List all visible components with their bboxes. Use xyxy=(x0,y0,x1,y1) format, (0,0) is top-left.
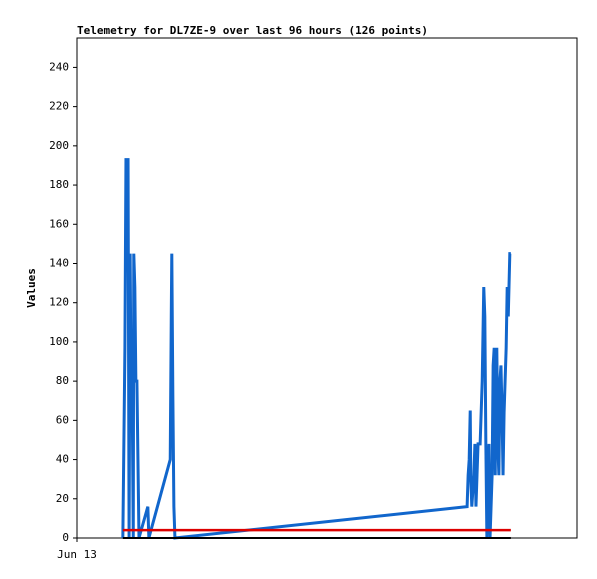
y-tick-label: 240 xyxy=(49,60,69,73)
y-tick-label: 40 xyxy=(56,453,69,466)
y-tick-label: 200 xyxy=(49,139,69,152)
y-tick-label: 20 xyxy=(56,492,69,505)
y-tick-label: 100 xyxy=(49,335,69,348)
y-tick-label: 160 xyxy=(49,217,69,230)
y-tick-label: 60 xyxy=(56,413,69,426)
y-tick-label: 120 xyxy=(49,296,69,309)
y-tick-label: 80 xyxy=(56,374,69,387)
y-axis-label: Values xyxy=(25,268,38,308)
series-line xyxy=(121,158,512,540)
y-tick-label: 220 xyxy=(49,100,69,113)
y-tick-label: 0 xyxy=(62,531,69,544)
x-tick-label: Jun 13 xyxy=(57,548,97,561)
y-tick-label: 180 xyxy=(49,178,69,191)
y-tick-label: 140 xyxy=(49,256,69,269)
chart-title: Telemetry for DL7ZE-9 over last 96 hours… xyxy=(77,24,428,37)
